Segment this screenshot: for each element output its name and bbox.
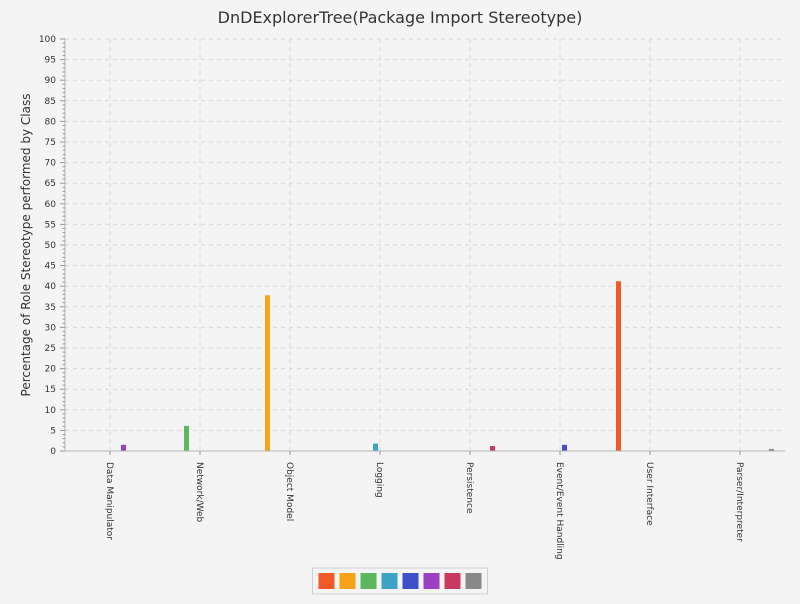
y-tick-label: 50 (45, 241, 57, 251)
bar (769, 448, 774, 451)
bar (490, 446, 495, 451)
y-tick-label: 25 (45, 344, 56, 354)
legend-frame (312, 567, 488, 595)
y-tick-label: 15 (45, 385, 56, 395)
x-tick-label: User Interface (644, 462, 654, 526)
bar (562, 444, 567, 451)
bar (121, 444, 126, 451)
y-tick-label: 0 (50, 447, 56, 457)
x-tick-label: Logging (374, 462, 384, 498)
legend (312, 567, 488, 595)
y-axis-label: Percentage of Role Stereotype performed … (19, 94, 33, 397)
bar (616, 281, 621, 451)
x-ticks: Data Manipulator Network/Web Object Model L… (104, 451, 744, 560)
y-tick-label: 65 (45, 179, 56, 189)
y-tick-label: 55 (45, 220, 56, 230)
grid (65, 38, 785, 451)
bar (265, 295, 270, 451)
legend-swatch (381, 573, 398, 589)
y-tick-label: 35 (45, 303, 56, 313)
y-tick-label: 90 (45, 76, 57, 86)
x-tick-label: Network/Web (194, 462, 204, 523)
legend-swatch (318, 573, 335, 589)
y-tick-label: 5 (50, 426, 56, 436)
x-tick-label: Event/Event Handling (554, 462, 564, 560)
y-tick-label: 60 (45, 200, 57, 210)
x-tick-label: Parser/Interpreter (734, 462, 744, 542)
y-tick-label: 10 (45, 406, 57, 416)
x-tick-label: Data Manipulator (104, 462, 114, 540)
x-tick-label: Object Model (284, 462, 294, 521)
legend-swatch (423, 573, 440, 589)
legend-swatch (339, 573, 356, 589)
y-tick-label: 20 (45, 365, 57, 375)
y-tick-label: 30 (45, 323, 57, 333)
legend-swatch (444, 573, 461, 589)
legend-swatch (360, 573, 377, 589)
x-tick-label: Persistence (464, 462, 474, 514)
legend-swatch (402, 573, 419, 589)
y-tick-label: 45 (45, 262, 56, 272)
y-ticks: 0 5 10 15 20 25 30 35 40 45 50 55 60 65 70 75 80 85 90 95 10… (39, 35, 65, 457)
y-tick-label: 70 (45, 159, 57, 169)
y-tick-label: 100 (39, 35, 56, 45)
y-tick-label: 85 (45, 97, 56, 107)
bars (121, 281, 774, 451)
y-tick-label: 75 (45, 138, 56, 148)
y-tick-label: 80 (45, 117, 57, 127)
chart-title: DnDExplorerTree(Package Import Stereotyp… (218, 8, 583, 27)
bar (184, 425, 189, 451)
y-tick-label: 95 (45, 56, 56, 66)
y-tick-label: 40 (45, 282, 57, 292)
legend-swatch (465, 573, 482, 589)
bar (373, 443, 378, 451)
